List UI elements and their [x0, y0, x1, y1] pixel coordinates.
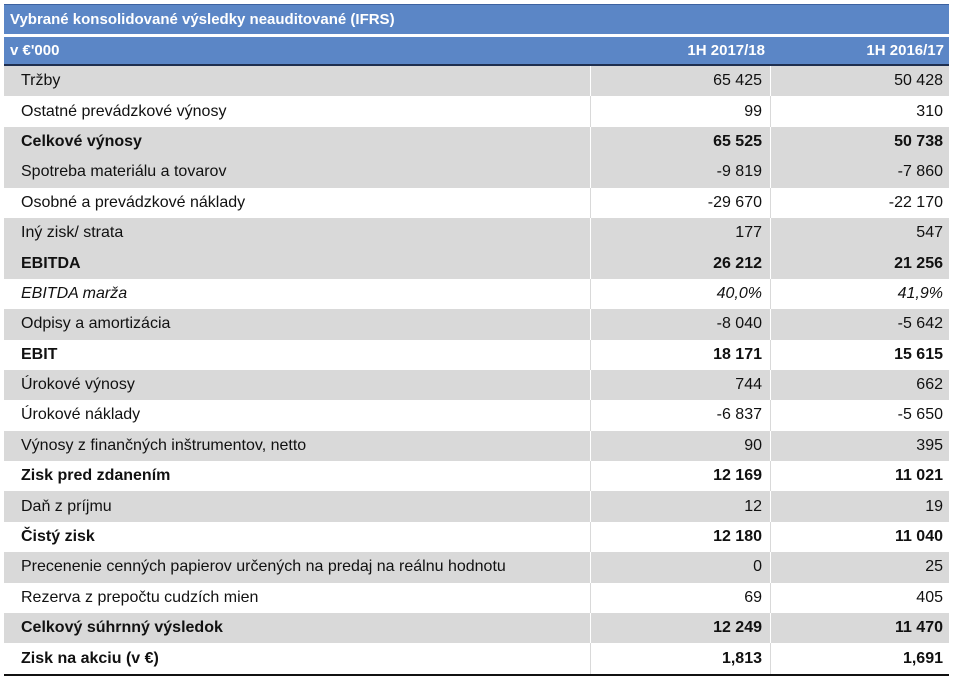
row-value-2017: 1,813 — [590, 643, 770, 674]
row-label: Precenenie cenných papierov určených na … — [21, 558, 506, 576]
table-title: Vybrané konsolidované výsledky neauditov… — [4, 4, 949, 34]
row-label: EBITDA — [21, 254, 81, 272]
table-row: Čistý zisk 12 180 11 040 — [4, 521, 949, 553]
title-gap — [4, 34, 949, 37]
table-row: Zisk pred zdanením 12 169 11 021 — [4, 461, 949, 492]
row-value-2016: 405 — [770, 582, 949, 614]
table-row: Ostatné prevádzkové výnosy 99 310 — [4, 96, 949, 127]
table-row: Rezerva z prepočtu cudzích mien 69 405 — [4, 582, 949, 614]
row-value-2016: 1,691 — [770, 643, 949, 674]
row-value-2016: 310 — [770, 96, 949, 127]
row-label: Iný zisk/ strata — [21, 224, 124, 242]
row-value-2016: 21 256 — [770, 248, 949, 279]
row-value-2017: 90 — [590, 430, 770, 462]
row-label: Ostatné prevádzkové výnosy — [21, 102, 227, 120]
row-value-2016: 395 — [770, 430, 949, 462]
row-label: Celkové výnosy — [21, 132, 142, 150]
row-value-2016: -7 860 — [770, 157, 949, 188]
row-value-2016: 41,9% — [770, 278, 949, 310]
row-value-2017: 69 — [590, 582, 770, 614]
table-row: Osobné a prevádzkové náklady -29 670 -22 1… — [4, 187, 949, 218]
row-label: Daň z príjmu — [21, 497, 112, 515]
table-row: Iný zisk/ strata 177 547 — [4, 217, 949, 249]
row-value-2017: 18 171 — [590, 339, 770, 370]
row-value-2017: 65 425 — [590, 66, 770, 97]
row-value-2017: -29 670 — [590, 187, 770, 218]
row-value-2016: 662 — [770, 369, 949, 401]
row-label: EBIT — [21, 345, 58, 363]
header-unit: v €'000 — [10, 42, 60, 59]
row-value-2016: -5 650 — [770, 400, 949, 431]
row-value-2016: 15 615 — [770, 339, 949, 370]
row-value-2017: 12 249 — [590, 613, 770, 644]
table-row: Výnosy z finančných inštrumentov, netto 9… — [4, 430, 949, 462]
row-value-2016: 547 — [770, 217, 949, 249]
row-value-2017: 12 180 — [590, 521, 770, 553]
row-label: Zisk pred zdanením — [21, 467, 171, 485]
header-col-2016: 1H 2016/17 — [866, 42, 944, 59]
table-body: Tržby 65 425 50 428 Ostatné prevádzkové výn… — [4, 66, 949, 676]
results-table: Vybrané konsolidované výsledky neauditov… — [4, 4, 949, 676]
row-value-2017: 12 — [590, 491, 770, 522]
table-row: Spotreba materiálu a tovarov -9 819 -7 860 — [4, 157, 949, 188]
row-value-2017: -8 040 — [590, 309, 770, 340]
row-value-2017: 40,0% — [590, 278, 770, 310]
table-header: v €'000 1H 2017/18 1H 2016/17 — [4, 37, 949, 66]
row-value-2017: 0 — [590, 552, 770, 583]
row-label: Čistý zisk — [21, 528, 95, 546]
row-value-2016: 50 738 — [770, 126, 949, 158]
row-label: Tržby — [21, 72, 61, 90]
table-row: Celkový súhrnný výsledok 12 249 11 470 — [4, 613, 949, 644]
table-row: EBIT 18 171 15 615 — [4, 339, 949, 370]
row-value-2017: 177 — [590, 217, 770, 249]
table-row: Tržby 65 425 50 428 — [4, 66, 949, 97]
row-label: Zisk na akciu (v €) — [21, 649, 159, 667]
row-value-2016: 19 — [770, 491, 949, 522]
row-value-2016: -5 642 — [770, 309, 949, 340]
row-value-2017: 744 — [590, 369, 770, 401]
table-row: Daň z príjmu 12 19 — [4, 491, 949, 522]
row-label: Úrokové výnosy — [21, 376, 135, 394]
row-value-2016: 11 040 — [770, 521, 949, 553]
row-value-2016: 11 470 — [770, 613, 949, 644]
table-row: Odpisy a amortizácia -8 040 -5 642 — [4, 309, 949, 340]
table-row: Zisk na akciu (v €) 1,813 1,691 — [4, 643, 949, 676]
row-label: Osobné a prevádzkové náklady — [21, 193, 246, 211]
table-row: Precenenie cenných papierov určených na … — [4, 552, 949, 583]
row-label: Rezerva z prepočtu cudzích mien — [21, 588, 259, 606]
row-value-2016: 50 428 — [770, 66, 949, 97]
row-value-2017: 65 525 — [590, 126, 770, 158]
row-value-2017: -9 819 — [590, 157, 770, 188]
row-value-2017: -6 837 — [590, 400, 770, 431]
row-value-2016: 11 021 — [770, 461, 949, 492]
table-row: Úrokové náklady -6 837 -5 650 — [4, 400, 949, 431]
table-row: EBITDA 26 212 21 256 — [4, 248, 949, 279]
table-row: Celkové výnosy 65 525 50 738 — [4, 126, 949, 158]
row-value-2017: 12 169 — [590, 461, 770, 492]
row-label: Celkový súhrnný výsledok — [21, 619, 223, 637]
row-value-2016: 25 — [770, 552, 949, 583]
row-value-2017: 26 212 — [590, 248, 770, 279]
row-label: Úrokové náklady — [21, 406, 141, 424]
row-value-2017: 99 — [590, 96, 770, 127]
row-value-2016: -22 170 — [770, 187, 949, 218]
table-row: Úrokové výnosy 744 662 — [4, 369, 949, 401]
row-label: Spotreba materiálu a tovarov — [21, 163, 227, 181]
row-label: Odpisy a amortizácia — [21, 315, 171, 333]
table-row: EBITDA marža 40,0% 41,9% — [4, 278, 949, 310]
header-col-2017: 1H 2017/18 — [687, 42, 765, 59]
row-label: EBITDA marža — [21, 284, 128, 302]
row-label: Výnosy z finančných inštrumentov, netto — [21, 436, 307, 454]
